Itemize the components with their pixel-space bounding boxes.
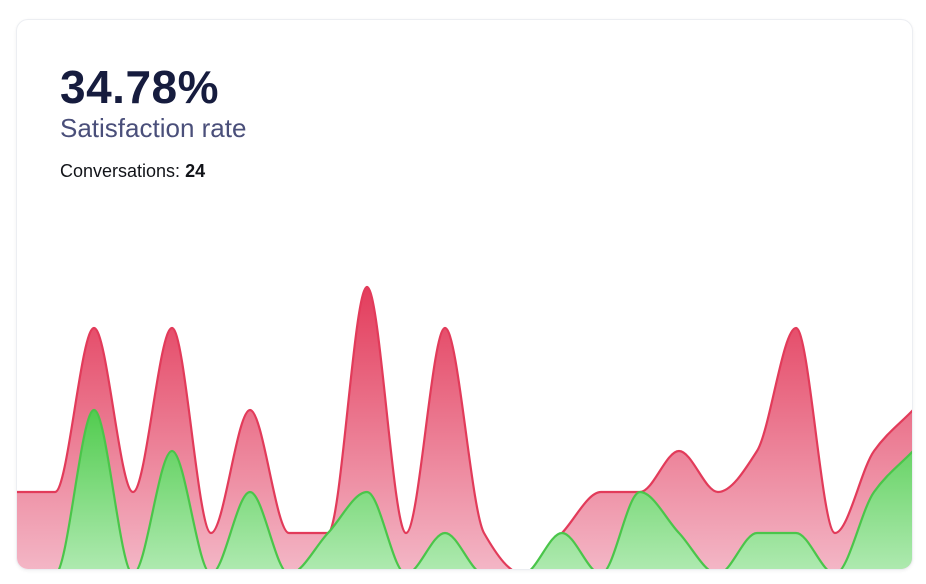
total-conversations-line	[17, 285, 912, 569]
chart-canvas	[17, 285, 912, 569]
satisfaction-rate-value: 34.78%	[60, 61, 220, 113]
conversations-label: Conversations:	[60, 161, 181, 181]
satisfaction-card: 34.78% Satisfaction rate Conversations: …	[16, 19, 913, 570]
conversations-summary: Conversations: 24	[60, 160, 205, 182]
satisfaction-rate-label: Satisfaction rate	[60, 113, 247, 143]
satisfied-conversations-line	[57, 408, 912, 569]
conversations-count: 24	[185, 161, 206, 181]
satisfaction-area-chart	[17, 20, 912, 569]
